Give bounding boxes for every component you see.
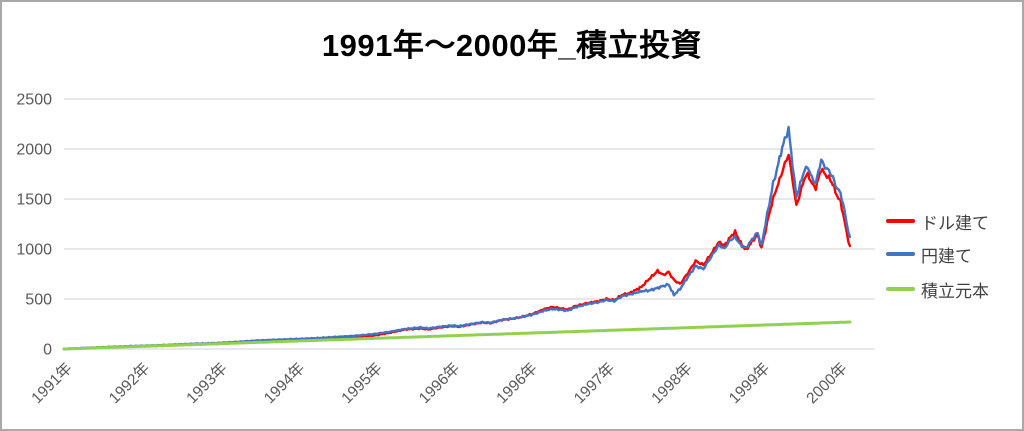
x-tick-label: 1997年	[570, 359, 618, 407]
y-tick-label: 0	[43, 342, 52, 359]
y-tick-label: 2500	[16, 92, 52, 109]
y-axis-labels: 0 500 1000 1500 2000 2500	[16, 92, 52, 359]
y-tick-label: 1500	[16, 192, 52, 209]
y-tick-label: 1000	[16, 242, 52, 259]
x-tick-label: 1991年	[28, 359, 76, 407]
dollar-line-swatch	[886, 219, 915, 223]
x-tick-label: 1996年	[493, 359, 541, 407]
dollar-series-line	[62, 153, 852, 351]
legend-item-principal: 積立元本	[886, 277, 989, 301]
x-tick-label: 1995年	[338, 359, 386, 407]
legend-item-dollar: ドル建て	[886, 209, 989, 233]
yen-line-swatch	[886, 252, 915, 256]
legend-label-dollar: ドル建て	[921, 213, 989, 233]
y-tick-label: 500	[25, 292, 52, 309]
y-tick-label: 2000	[16, 142, 52, 159]
x-tick-label: 2000年	[803, 359, 851, 407]
principal-line-swatch	[886, 287, 915, 291]
x-tick-label: 1999年	[725, 359, 773, 407]
y-gridlines	[64, 98, 875, 350]
principal-series-line	[62, 320, 852, 351]
yen-series-line	[62, 125, 852, 351]
legend-item-yen: 円建て	[886, 242, 972, 266]
x-axis-labels: 1991年 1992年 1993年 1994年 1995年 1996年 1996年 1997年…	[28, 359, 851, 407]
chart-title: 1991年～2000年_積立投資	[321, 28, 703, 63]
x-tick-label: 1998年	[648, 359, 696, 407]
legend-label-principal: 積立元本	[921, 281, 989, 301]
x-tick-label: 1996年	[415, 359, 463, 407]
x-tick-label: 1994年	[260, 359, 308, 407]
legend-label-yen: 円建て	[921, 246, 972, 266]
x-tick-label: 1993年	[183, 359, 231, 407]
x-tick-label: 1992年	[105, 359, 153, 407]
